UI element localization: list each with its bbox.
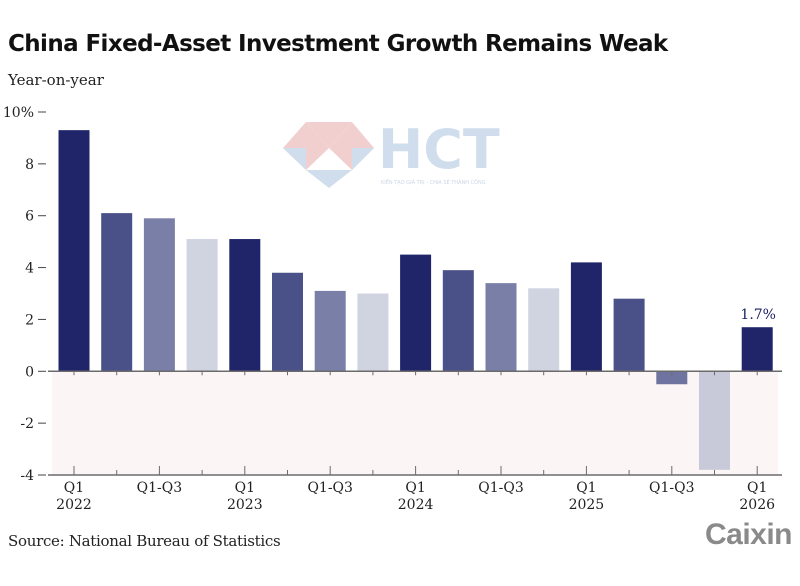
x-tick-label-year: 2024 <box>398 497 434 513</box>
source-note: Source: National Bureau of Statistics <box>8 532 281 550</box>
watermark-logo-tri-8 <box>352 148 374 170</box>
x-tick-label: Q1-Q3 <box>478 480 524 496</box>
bar-q1-q4-2023 <box>357 293 389 372</box>
watermark-tagline: KIẾN TẠO GIÁ TRỊ - CHIA SẺ THÀNH CÔNG <box>381 178 486 186</box>
data-label: 1.7% <box>740 307 776 323</box>
data-labels: 1.7% <box>740 307 776 323</box>
x-tick-label: Q1-Q3 <box>137 480 183 496</box>
x-tick-label: Q1-Q3 <box>307 480 353 496</box>
chart-subtitle: Year-on-year <box>8 71 104 89</box>
bar-q1-2022 <box>58 130 90 372</box>
bar-q1-q2-2022 <box>101 213 133 372</box>
y-tick-label: 4 <box>25 261 34 277</box>
watermark-logo-text: HCT <box>378 118 500 181</box>
negative-region-shading <box>52 371 778 475</box>
y-tick-label: 8 <box>25 157 34 173</box>
bar-q1-q2-2024 <box>442 270 474 372</box>
x-tick-label-year: 2026 <box>739 497 775 513</box>
bar-q1-q4-2025 <box>699 371 730 470</box>
y-tick-label: 10% <box>3 105 34 121</box>
x-tick-label: Q1 <box>64 480 84 496</box>
bar-q1-q2-2023 <box>272 272 303 372</box>
bar-q1-2024 <box>400 254 432 372</box>
bar-q1-q4-2022 <box>186 239 218 372</box>
caixin-logo: Caixin <box>704 518 793 551</box>
watermark-logo-tri-2 <box>306 122 352 148</box>
y-tick-label: -4 <box>20 468 34 484</box>
y-tick-label: 6 <box>25 209 34 225</box>
watermark-logo-tri-6 <box>306 170 352 188</box>
bars <box>58 130 773 470</box>
bar-q1-q4-2024 <box>528 288 560 372</box>
x-tick-label-year: 2025 <box>569 497 605 513</box>
y-tick-label: 2 <box>25 312 34 328</box>
bar-q1-2023 <box>229 239 261 372</box>
x-tick-label: Q1-Q3 <box>649 480 695 496</box>
x-tick-label: Q1 <box>576 480 596 496</box>
x-tick-label-year: 2023 <box>227 497 263 513</box>
bar-q1-q3-2022 <box>143 218 175 372</box>
hct-watermark: HCT KIẾN TẠO GIÁ TRỊ - CHIA SẺ THÀNH CÔN… <box>283 118 500 188</box>
bar-q1-q3-2024 <box>485 283 517 372</box>
bar-q1-2026 <box>741 327 773 372</box>
watermark-logo-tri-3 <box>329 122 374 148</box>
watermark-logo-tri-1 <box>283 122 329 148</box>
y-tick-label: 0 <box>25 364 34 380</box>
x-tick-label: Q1 <box>747 480 767 496</box>
x-tick-label: Q1 <box>405 480 425 496</box>
bar-q1-q3-2025 <box>656 371 688 385</box>
x-tick-label-year: 2022 <box>56 497 92 513</box>
y-tick-label: -2 <box>20 416 34 432</box>
y-axis: 10% 8 6 4 2 0 -2 -4 <box>3 105 46 484</box>
bar-q1-q3-2023 <box>314 290 346 372</box>
watermark-logo-tri-7 <box>283 148 306 170</box>
x-tick-label: Q1 <box>235 480 255 496</box>
chart-title: China Fixed-Asset Investment Growth Rema… <box>8 31 668 57</box>
bar-q1-2025 <box>570 262 602 372</box>
bar-q1-q2-2025 <box>613 298 645 372</box>
